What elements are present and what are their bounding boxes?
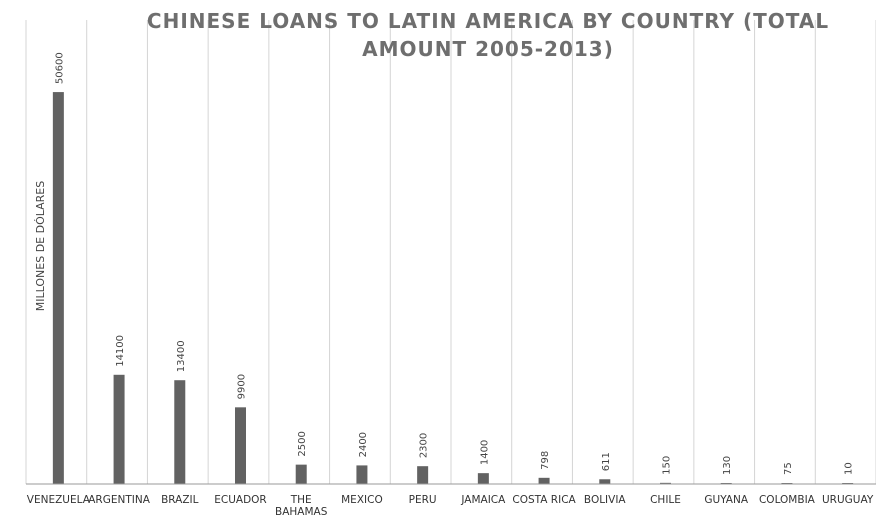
category-label: BRAZIL xyxy=(161,494,199,506)
data-labels: 50600 14100 13400 9900 2500 2400 2300 1400 798 61… xyxy=(54,52,854,475)
category-label: JAMAICA xyxy=(460,494,506,506)
chart-title: CHINESE LOANS TO LATIN AMERICA BY COUNTR… xyxy=(147,9,829,61)
data-label: 2400 xyxy=(358,432,369,457)
bar xyxy=(417,466,429,484)
bar xyxy=(720,482,732,484)
bars xyxy=(52,92,854,484)
data-label: 13400 xyxy=(176,340,187,372)
data-label: 2300 xyxy=(419,433,430,458)
category-label: CHILE xyxy=(650,494,681,506)
chart-title-line: CHINESE LOANS TO LATIN AMERICA BY COUNTR… xyxy=(147,9,829,33)
grid-lines xyxy=(25,20,876,484)
category-label: VENEZUELA xyxy=(27,494,91,506)
bar xyxy=(538,477,550,484)
category-label: ECUADOR xyxy=(214,494,266,506)
category-label: COLOMBIA xyxy=(759,494,816,506)
bar xyxy=(113,374,125,484)
data-label: 130 xyxy=(722,456,733,475)
data-label: 75 xyxy=(783,462,794,475)
data-label: 9900 xyxy=(237,374,248,399)
bar xyxy=(356,465,368,484)
category-label: BOLIVIA xyxy=(584,494,627,506)
data-label: 14100 xyxy=(115,335,126,367)
data-label: 1400 xyxy=(479,440,490,465)
bar xyxy=(52,92,64,484)
category-label: BAHAMAS xyxy=(275,506,328,518)
data-label: 798 xyxy=(540,451,551,470)
category-label: MEXICO xyxy=(341,494,383,506)
category-label: THE xyxy=(290,494,312,506)
data-label: 611 xyxy=(601,452,612,471)
bar xyxy=(174,380,186,484)
data-label: 50600 xyxy=(54,52,65,84)
bar xyxy=(599,479,611,484)
data-label: 10 xyxy=(844,462,855,475)
data-label: 150 xyxy=(662,456,673,475)
category-label: URUGUAY xyxy=(822,494,874,506)
y-axis-label: MILLONES DE DÓLARES xyxy=(34,181,47,311)
bar xyxy=(477,473,489,484)
bar xyxy=(295,464,307,484)
category-label: COSTA RICA xyxy=(512,494,576,506)
chart-title-line: AMOUNT 2005-2013) xyxy=(362,37,614,61)
category-label: GUYANA xyxy=(704,494,748,506)
category-label: PERU xyxy=(409,494,437,506)
category-label: ARGENTINA xyxy=(88,494,150,506)
bar xyxy=(660,482,671,484)
bar xyxy=(235,407,246,484)
data-label: 2500 xyxy=(297,431,308,456)
